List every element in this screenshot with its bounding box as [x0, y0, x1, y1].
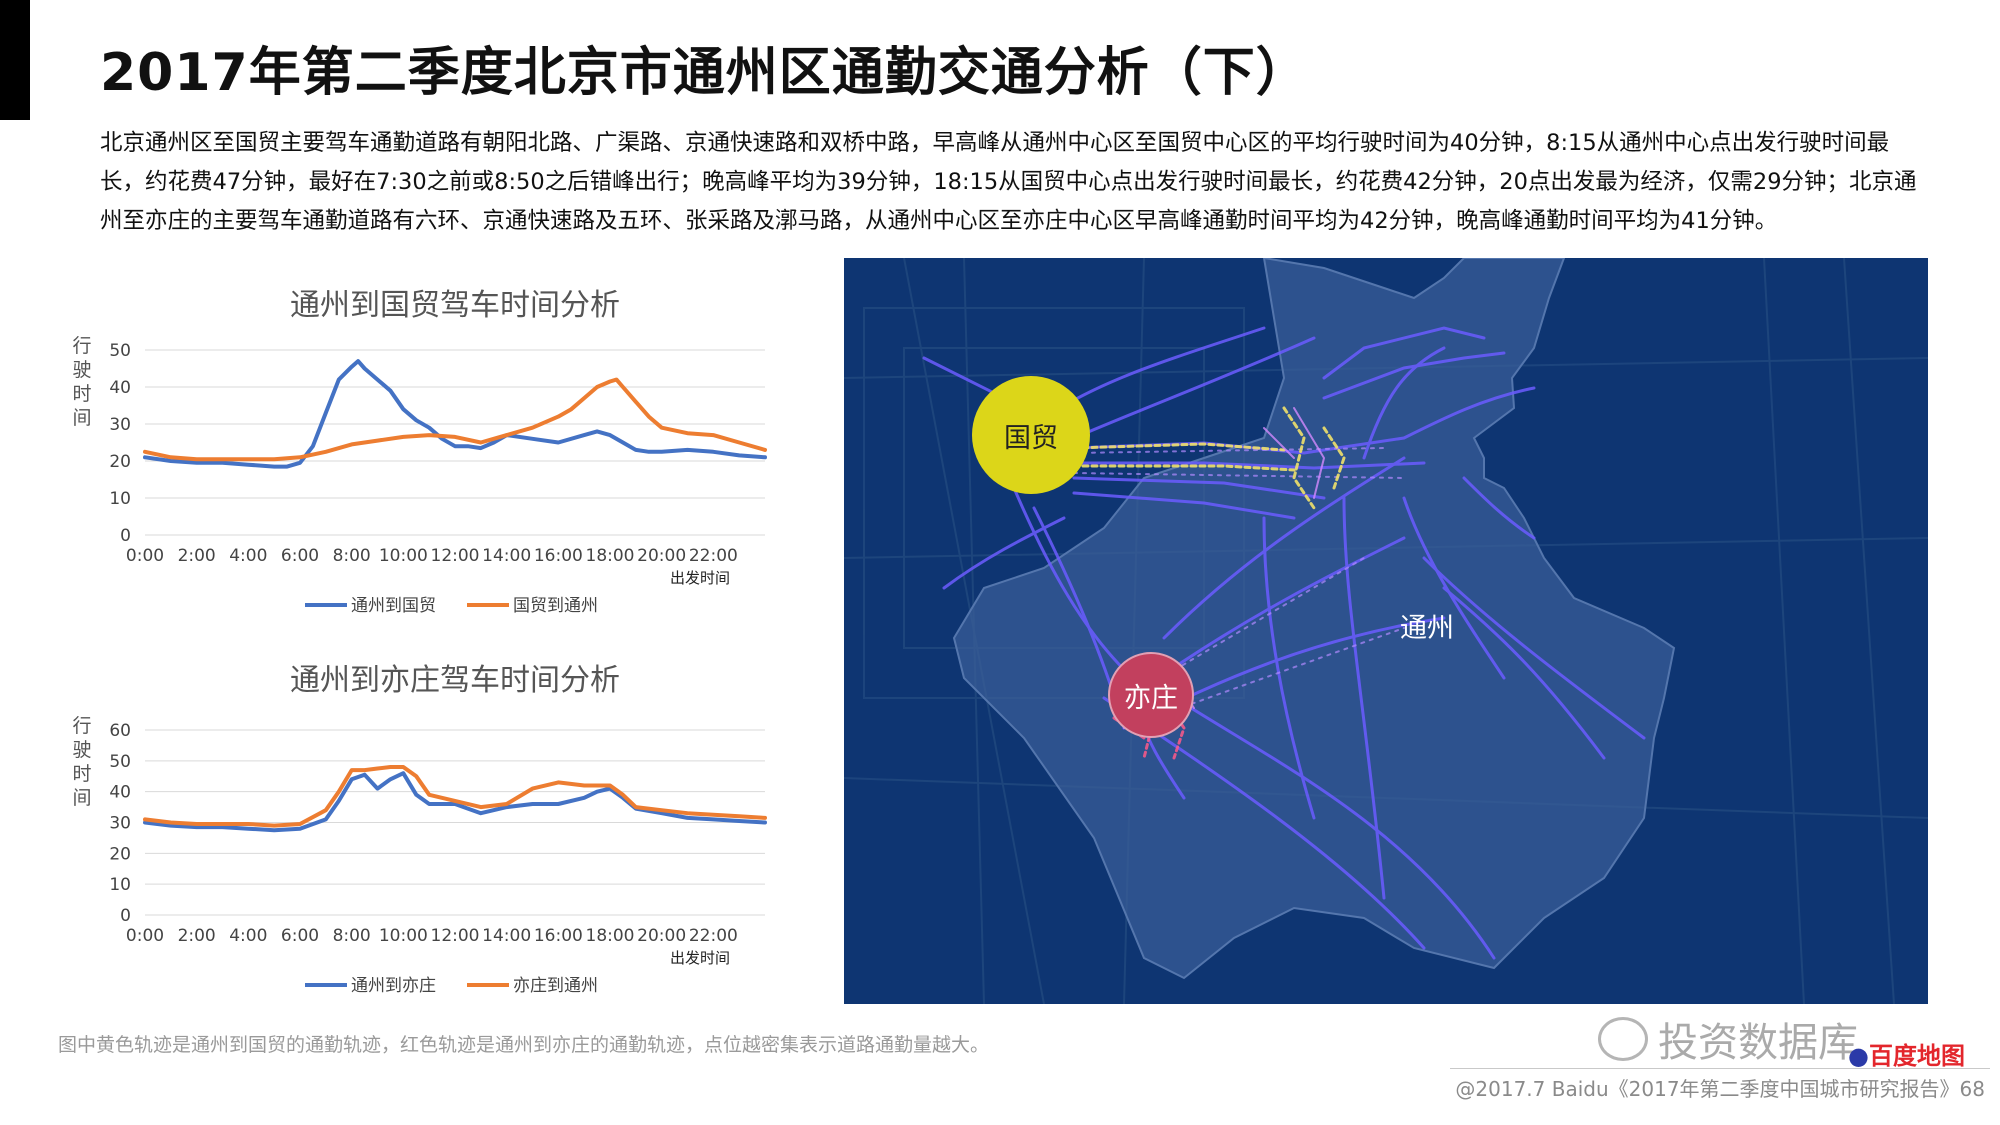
commute-map: 国贸 亦庄 通州 [844, 258, 1928, 1004]
y-tick-label: 50 [109, 752, 131, 772]
series-line-2 [143, 377, 767, 462]
y-axis-label: 时 [72, 763, 91, 785]
paw-icon: ● [1848, 1042, 1869, 1070]
footnote: 图中黄色轨迹是通州到国贸的通勤轨迹，红色轨迹是通州到亦庄的通勤轨迹，点位越密集表… [58, 1034, 990, 1056]
y-tick-label: 0 [120, 526, 131, 546]
chart-yizhuang: 0 10 20 30 40 50 60 0:00 2:00 4:00 6:00 8:00 10:00 12… [72, 715, 767, 996]
chart1-title: 通州到国贸驾车时间分析 [290, 288, 620, 323]
y-axis-label: 时 [72, 383, 91, 405]
x-tick-label: 0:00 [126, 926, 164, 946]
y-tick-label: 10 [109, 875, 131, 895]
x-tick-label: 22:00 [689, 926, 738, 946]
x-tick-label: 4:00 [229, 926, 267, 946]
y-tick-label: 40 [109, 783, 131, 803]
y-tick-label: 60 [109, 721, 131, 741]
x-tick-label: 12:00 [431, 546, 480, 566]
y-axis-label: 间 [72, 787, 91, 809]
footer-divider [1450, 1068, 1990, 1069]
watermark: 投资数据库 [1598, 1010, 1858, 1068]
x-tick-label: 6:00 [281, 926, 319, 946]
x-tick-label: 12:00 [431, 926, 480, 946]
x-tick-label: 14:00 [482, 926, 531, 946]
y-tick-label: 20 [109, 844, 131, 864]
logo-text: 百度地图 [1868, 1042, 1965, 1070]
tongzhou-label: 通州 [1400, 613, 1454, 644]
series-line-1 [143, 359, 767, 469]
x-tick-label: 16:00 [534, 926, 583, 946]
y-tick-label: 50 [109, 341, 131, 361]
x-tick-label: 14:00 [482, 546, 531, 566]
x-tick-label: 18:00 [586, 926, 635, 946]
watermark-text: 投资数据库 [1658, 1020, 1858, 1066]
y-axis-label: 驶 [72, 739, 91, 761]
x-tick-label: 10:00 [379, 546, 428, 566]
map-canvas [844, 258, 1928, 1004]
x-axis-label: 出发时间 [670, 949, 730, 967]
y-tick-label: 0 [120, 906, 131, 926]
x-tick-label: 16:00 [534, 546, 583, 566]
y-tick-label: 30 [109, 814, 131, 834]
x-axis-label: 出发时间 [670, 569, 730, 587]
tongzhou-district-area [952, 258, 1676, 980]
x-tick-label: 20:00 [637, 926, 686, 946]
x-tick-label: 20:00 [637, 546, 686, 566]
y-tick-label: 30 [109, 415, 131, 435]
y-axis-label: 间 [72, 407, 91, 429]
guomao-bubble: 国贸 [972, 376, 1090, 494]
y-axis-label: 驶 [72, 359, 91, 381]
copyright: @2017.7 Baidu《2017年第二季度中国城市研究报告》68 [1455, 1077, 1985, 1101]
x-tick-label: 18:00 [586, 546, 635, 566]
y-tick-label: 10 [109, 489, 131, 509]
legend-label: 通州到国贸 [351, 596, 436, 616]
y-tick-label: 40 [109, 378, 131, 398]
x-tick-label: 10:00 [379, 926, 428, 946]
y-tick-label: 20 [109, 452, 131, 472]
x-tick-label: 4:00 [229, 546, 267, 566]
chart2-title: 通州到亦庄驾车时间分析 [290, 663, 620, 698]
baidu-map-logo: ●百度地图 [1848, 1036, 1965, 1071]
yizhuang-bubble: 亦庄 [1108, 652, 1194, 738]
wechat-icon [1598, 1017, 1648, 1061]
x-tick-label: 6:00 [281, 546, 319, 566]
x-tick-label: 0:00 [126, 546, 164, 566]
page-title: 2017年第二季度北京市通州区通勤交通分析（下） [100, 43, 1309, 103]
intro-paragraph: 北京通州区至国贸主要驾车通勤道路有朝阳北路、广渠路、京通快速路和双桥中路，早高峰… [100, 130, 1917, 234]
series-line-2 [143, 765, 767, 828]
x-tick-label: 8:00 [333, 546, 371, 566]
y-axis-label: 行 [72, 335, 91, 357]
x-tick-label: 22:00 [689, 546, 738, 566]
legend-label: 国贸到通州 [513, 596, 598, 616]
accent-bar [0, 0, 30, 120]
x-tick-label: 8:00 [333, 926, 371, 946]
x-tick-label: 2:00 [178, 926, 216, 946]
legend-label: 亦庄到通州 [513, 976, 598, 996]
chart-guomao: 0 10 20 30 40 50 0:00 2:00 4:00 6:00 8:00 10:00 12:0… [72, 335, 767, 616]
x-tick-label: 2:00 [178, 546, 216, 566]
legend-label: 通州到亦庄 [351, 976, 436, 996]
y-axis-label: 行 [72, 715, 91, 737]
